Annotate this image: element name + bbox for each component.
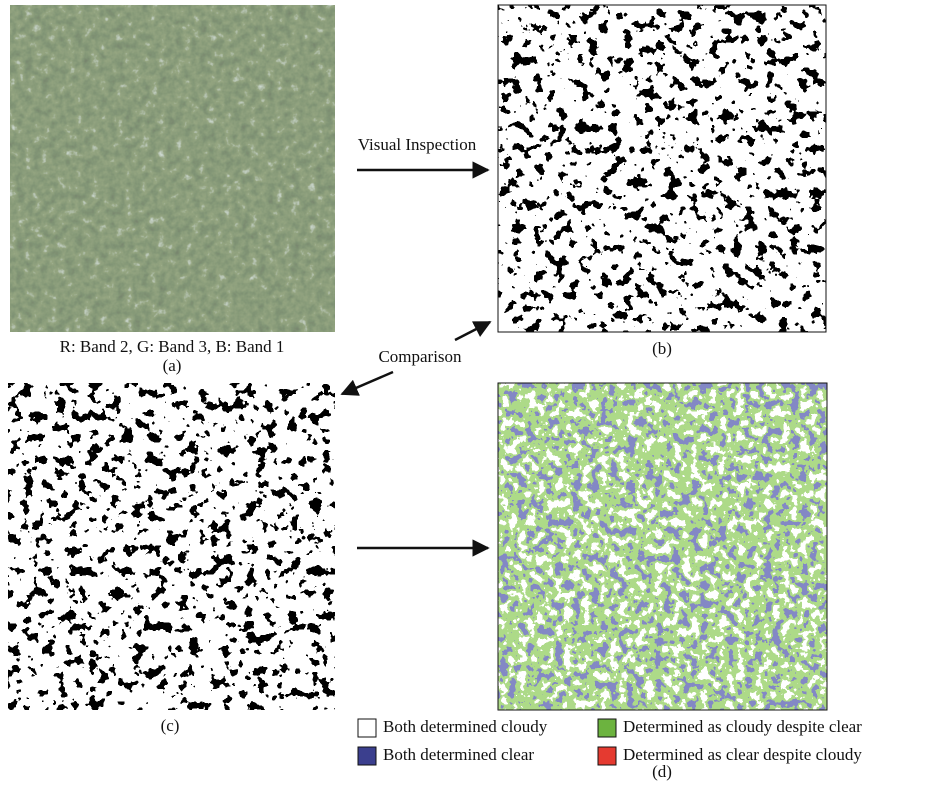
arrow-label: Comparison — [378, 347, 462, 366]
legend-label: Determined as clear despite cloudy — [623, 745, 862, 764]
arrow — [454, 320, 492, 342]
panel-label: (c) — [161, 716, 180, 735]
legend-label: Both determined cloudy — [383, 717, 548, 736]
legend-label: Determined as cloudy despite clear — [623, 717, 862, 736]
satellite-image — [10, 5, 335, 332]
panel-label: (a) — [163, 356, 182, 375]
cloud-mask-result — [8, 383, 335, 710]
legend-swatch — [357, 746, 377, 766]
comparison-map — [498, 383, 827, 710]
legend-label: Both determined clear — [383, 745, 534, 764]
panel-border — [497, 4, 827, 333]
panel-caption: R: Band 2, G: Band 3, B: Band 1 — [60, 337, 285, 356]
panel-border — [497, 382, 828, 711]
arrow — [340, 370, 394, 396]
panel-label: (d) — [652, 762, 672, 781]
arrow-label: Visual Inspection — [358, 135, 477, 154]
legend: Both determined cloudy Determined as clou… — [357, 717, 862, 766]
panel-label: (b) — [652, 339, 672, 358]
legend-swatch — [357, 718, 377, 738]
legend-swatch — [597, 718, 617, 738]
cloud-mask-reference — [497, 4, 827, 333]
legend-swatch — [597, 746, 617, 766]
